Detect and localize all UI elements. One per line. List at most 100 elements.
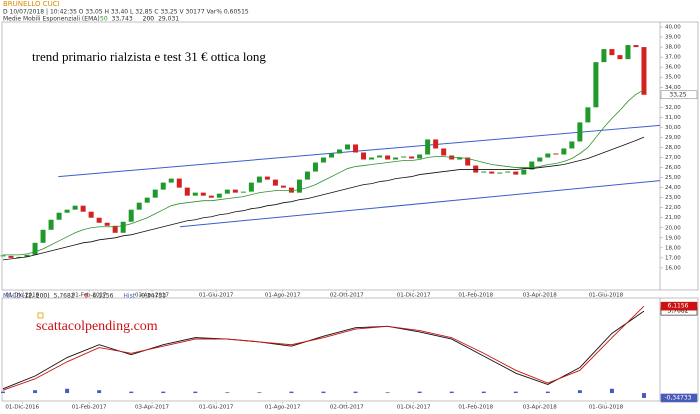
candle — [224, 189, 230, 194]
y-tick-label: 21,00 — [665, 215, 681, 221]
candle — [617, 55, 623, 60]
candle — [425, 139, 431, 155]
quote-info: D 10/07/2018 | 10:42:35 O 33,05 H 33,40 … — [3, 9, 249, 16]
symbol: BRUNELLO CUCI — [3, 0, 60, 8]
candle — [184, 187, 190, 196]
y-tick-label: 16,00 — [665, 265, 681, 271]
x-tick-label: 02-Ott-2017 — [330, 405, 364, 411]
candle — [120, 221, 126, 233]
x-tick-label: 01-Ago-2017 — [265, 405, 301, 411]
x-tick-label: 01-Dic-2016 — [5, 405, 39, 411]
y-tick-label: 34,00 — [665, 85, 681, 91]
y-tick-label: 28,00 — [665, 145, 681, 151]
y-tick-label: 37,00 — [665, 55, 681, 61]
candle — [72, 205, 78, 210]
x-tick-label: 01-Giu-2017 — [199, 293, 234, 299]
x-tick-label: 03-Apr-2017 — [135, 405, 170, 411]
annotation: trend primario rialzista e test 31 € ott… — [32, 49, 266, 64]
candle — [96, 217, 102, 223]
candle — [80, 205, 86, 212]
legend-value: 6,1156 — [92, 293, 113, 300]
candle — [48, 219, 54, 230]
x-tick-label: 02-Ott-2017 — [330, 293, 364, 299]
candle — [256, 176, 262, 183]
legend-value: -0,34733 — [139, 293, 166, 300]
histogram-bar — [545, 391, 550, 394]
candle — [8, 255, 14, 258]
y-tick-label: 19,00 — [665, 235, 681, 241]
legend-value: 29,031 — [158, 16, 179, 23]
candle — [481, 171, 487, 173]
candle — [553, 153, 559, 155]
value-tag-label: 6,1156 — [668, 303, 689, 310]
candle — [272, 179, 278, 186]
x-tick-label: 01-Feb-2017 — [72, 293, 107, 299]
ema-title: Medie Mobili Esponenziali (EMA) — [3, 16, 100, 23]
candle — [545, 153, 551, 158]
histogram-bar — [641, 393, 646, 398]
candle — [288, 187, 294, 193]
legend-name: (12, 200) — [22, 293, 50, 300]
candle — [88, 211, 94, 218]
candle — [529, 161, 535, 170]
x-tick-label: 01-Feb-2018 — [458, 405, 493, 411]
candle — [489, 171, 495, 174]
price-tag — [660, 90, 698, 100]
histogram-bar — [129, 391, 134, 394]
x-tick-label: 01-Dic-2016 — [5, 293, 39, 299]
x-tick-label: 01-Feb-2017 — [72, 405, 107, 411]
y-tick-label: 17,00 — [665, 255, 681, 261]
candle — [577, 122, 583, 142]
value-tag-label: 5,7682 — [668, 308, 689, 315]
macd-line — [2, 305, 645, 391]
legend-value: 33,743 — [112, 16, 133, 23]
x-tick-label: 01-Ago-2017 — [265, 293, 301, 299]
candle — [417, 154, 423, 159]
candle — [144, 197, 150, 203]
candle — [409, 156, 415, 159]
macd-line — [2, 310, 645, 390]
y-tick-label: 26,00 — [665, 165, 681, 171]
candle — [345, 144, 351, 150]
candle — [537, 157, 543, 162]
candle — [377, 155, 383, 158]
legend-name: Hist — [123, 293, 135, 300]
x-tick-label: 03-Apr-2018 — [523, 293, 558, 299]
candle — [160, 182, 166, 190]
candle — [248, 182, 254, 192]
candle — [441, 148, 447, 156]
watermark-icon — [37, 312, 44, 319]
y-tick-label: 32,00 — [665, 105, 681, 111]
histogram-bar — [289, 391, 294, 394]
candle — [385, 155, 391, 160]
candle — [497, 172, 503, 174]
candle — [521, 169, 527, 175]
candle — [208, 195, 214, 198]
y-tick-label: 38,00 — [665, 45, 681, 51]
x-tick-label: 01-Feb-2018 — [458, 293, 493, 299]
y-tick-label: 18,00 — [665, 245, 681, 251]
histogram-bar — [577, 390, 582, 394]
legend-value: 5,7682 — [54, 293, 75, 300]
candle — [433, 139, 439, 149]
histogram-bar — [225, 392, 230, 394]
histogram-bar — [481, 391, 486, 394]
histogram-bar — [417, 391, 422, 394]
x-tick-label: 01-Giu-2018 — [589, 405, 624, 411]
candle — [465, 157, 471, 166]
candle — [609, 49, 615, 56]
candle — [393, 157, 399, 160]
candle — [569, 141, 575, 149]
y-tick-label: 24,00 — [665, 185, 681, 191]
y-tick-label: 36,00 — [665, 65, 681, 71]
histogram-bar — [353, 391, 358, 394]
candle — [32, 242, 38, 255]
x-tick-label: 03-Apr-2017 — [135, 293, 170, 299]
ema-line — [2, 136, 645, 261]
candle — [24, 254, 30, 257]
y-tick-label: 39,00 — [665, 35, 681, 41]
histogram-bar — [193, 391, 198, 394]
legend-name: 50 — [100, 16, 108, 23]
candle — [200, 192, 206, 196]
candle — [128, 209, 134, 222]
